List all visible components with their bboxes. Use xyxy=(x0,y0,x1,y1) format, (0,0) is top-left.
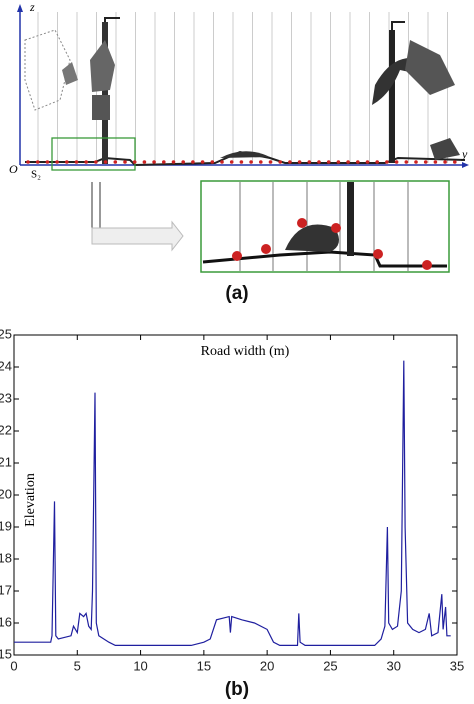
ground-point xyxy=(453,160,457,164)
ground-point xyxy=(191,160,195,164)
ground-point xyxy=(74,160,79,164)
step-label: S₂ xyxy=(31,169,41,181)
ground-point xyxy=(268,160,273,164)
x-tick-label: 20 xyxy=(260,658,274,673)
panel-b-label: (b) xyxy=(225,679,249,700)
y-tick-label: 20 xyxy=(0,486,12,501)
ground-point xyxy=(113,160,118,164)
ground-point xyxy=(336,160,341,164)
ground-point xyxy=(297,160,302,164)
ground-point xyxy=(65,160,69,164)
annotation: Road width (m) xyxy=(201,344,290,359)
y-tick-label: 22 xyxy=(0,422,12,437)
y-axis-title: Elevation xyxy=(23,473,38,527)
ground-point xyxy=(103,160,108,164)
line-series xyxy=(14,360,451,646)
ground-point xyxy=(423,160,428,164)
ground-point xyxy=(229,160,234,164)
ground-point xyxy=(307,160,312,164)
ground-point xyxy=(443,160,447,164)
x-tick-label: 35 xyxy=(450,658,464,673)
ground-point xyxy=(171,160,176,164)
y-tick-label: 18 xyxy=(0,550,12,565)
ground-point xyxy=(181,160,185,164)
point-cloud-illustration xyxy=(17,4,469,273)
ground-point xyxy=(220,160,224,164)
ground-point xyxy=(404,160,409,164)
plot-frame xyxy=(13,334,458,656)
y-tick-label: 25 xyxy=(0,326,12,341)
z-axis-label: z xyxy=(29,0,35,14)
ground-point xyxy=(259,160,263,164)
ground-point xyxy=(278,160,283,164)
ground-point xyxy=(132,160,137,164)
ground-point xyxy=(94,160,98,164)
ground-point xyxy=(356,160,360,164)
x-tick-label: 0 xyxy=(10,658,17,673)
x-tick-label: 5 xyxy=(74,658,81,673)
y-axis-label: y xyxy=(461,147,468,161)
ground-point xyxy=(200,160,205,164)
y-tick-label: 15 xyxy=(0,646,12,661)
y-tick-label: 21 xyxy=(0,454,12,469)
ground-point xyxy=(162,160,166,164)
ground-point xyxy=(45,160,50,164)
ground-point xyxy=(365,160,370,164)
ground-point xyxy=(317,160,321,164)
origin-label: O xyxy=(9,162,18,176)
ground-point xyxy=(35,160,40,164)
ground-point xyxy=(239,160,244,164)
y-tick-label: 23 xyxy=(0,390,12,405)
ground-point xyxy=(375,160,380,164)
ground-point xyxy=(84,160,88,164)
x-tick-label: 30 xyxy=(386,658,400,673)
ground-point xyxy=(142,160,147,164)
y-tick-label: 17 xyxy=(0,582,12,597)
ground-point xyxy=(385,160,389,164)
ground-point xyxy=(288,160,292,164)
ground-point xyxy=(26,160,30,164)
ground-point xyxy=(326,160,331,164)
x-tick-label: 15 xyxy=(197,658,211,673)
ground-point xyxy=(346,160,350,164)
y-tick-label: 24 xyxy=(0,358,12,373)
ground-point xyxy=(123,160,127,164)
ground-point xyxy=(433,160,438,164)
x-tick-label: 25 xyxy=(323,658,337,673)
ground-point xyxy=(210,160,215,164)
ground-point xyxy=(249,160,253,164)
ground-point xyxy=(55,160,59,164)
x-tick-label: 10 xyxy=(133,658,147,673)
y-tick-label: 19 xyxy=(0,518,12,533)
y-tick-label: 16 xyxy=(0,614,12,629)
ground-point xyxy=(394,160,399,164)
ground-point xyxy=(152,160,156,164)
panel-a-label: (a) xyxy=(225,283,248,304)
ground-point xyxy=(414,160,418,164)
